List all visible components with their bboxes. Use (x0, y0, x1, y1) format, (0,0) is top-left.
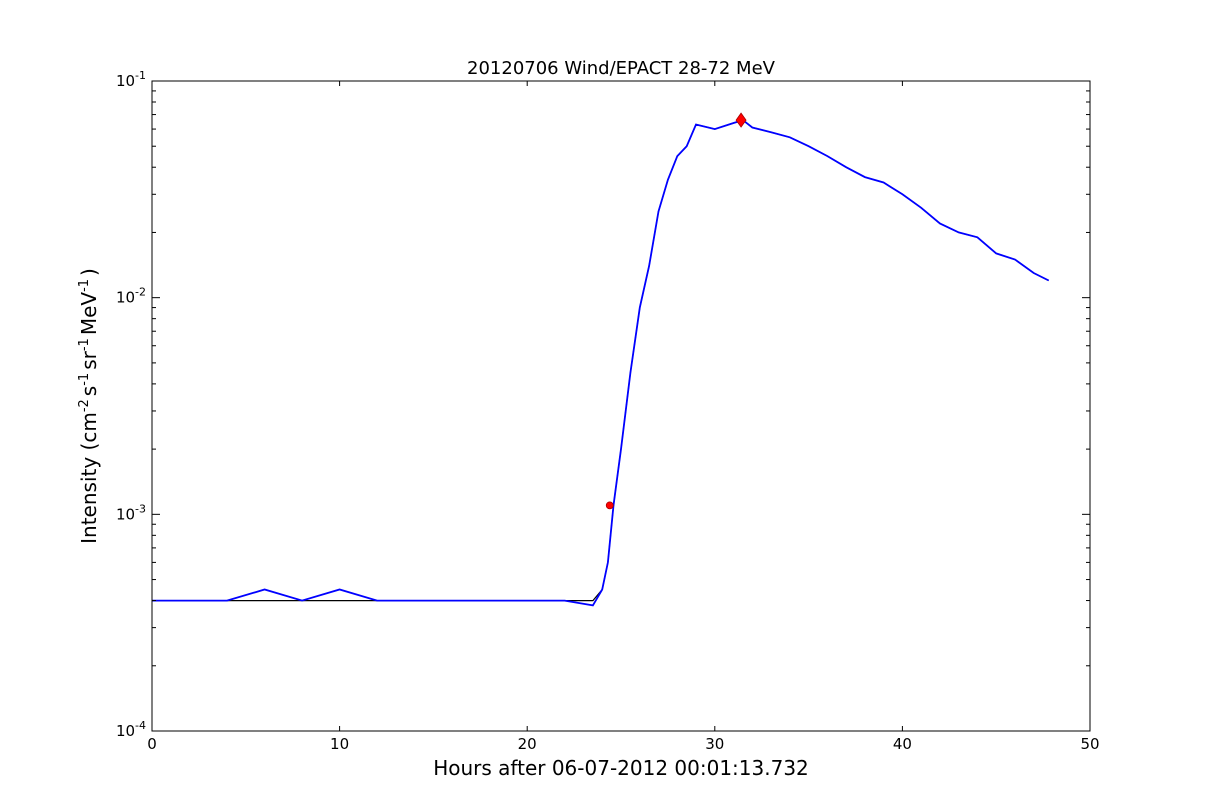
x-tick-label: 30 (705, 735, 724, 753)
peak-marker (735, 112, 747, 128)
y-tick-label: 10-2 (116, 286, 146, 307)
y-tick-label: 10-4 (116, 719, 146, 740)
y-tick-label: 10-3 (116, 502, 146, 523)
x-tick-label: 0 (147, 735, 157, 753)
x-tick-label: 50 (1080, 735, 1099, 753)
tick-layer: 0 10 20 30 40 50 10-4 10-3 10-2 10-1 (116, 69, 1100, 753)
series-line-1 (152, 119, 1050, 607)
x-tick-label: 20 (518, 735, 537, 753)
onset-marker (605, 501, 614, 510)
chart-title: 20120706 Wind/EPACT 28-72 MeV (467, 58, 776, 79)
series-layer (152, 119, 1050, 607)
y-axis-label: Intensity (cm-2s-1sr-1MeV-1) (77, 268, 101, 544)
x-tick-label: 40 (893, 735, 912, 753)
x-tick-label: 10 (330, 735, 349, 753)
y-tick-label: 10-1 (116, 69, 146, 90)
marker-layer (605, 112, 747, 510)
x-axis-label: Hours after 06-07-2012 00:01:13.732 (433, 756, 809, 780)
plot-frame (151, 80, 1091, 732)
